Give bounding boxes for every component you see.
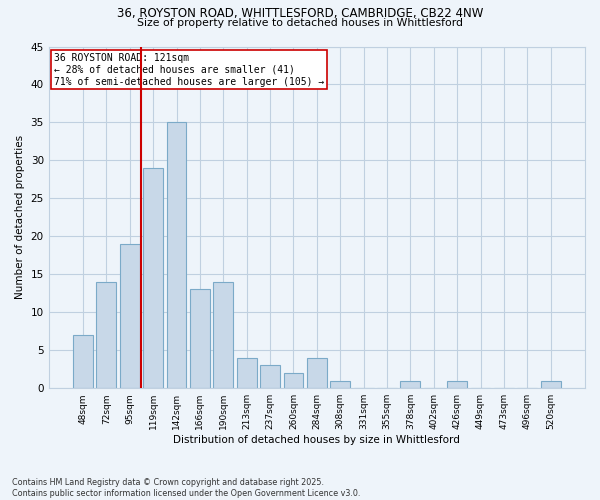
Bar: [400, 380, 421, 388]
Bar: [541, 380, 560, 388]
Bar: [330, 380, 350, 388]
Bar: [447, 380, 467, 388]
Bar: [214, 282, 233, 388]
Bar: [120, 244, 140, 388]
Text: Contains HM Land Registry data © Crown copyright and database right 2025.
Contai: Contains HM Land Registry data © Crown c…: [12, 478, 361, 498]
Bar: [167, 122, 187, 388]
X-axis label: Distribution of detached houses by size in Whittlesford: Distribution of detached houses by size …: [173, 435, 460, 445]
Bar: [284, 373, 304, 388]
Y-axis label: Number of detached properties: Number of detached properties: [15, 136, 25, 300]
Bar: [143, 168, 163, 388]
Bar: [237, 358, 257, 388]
Text: 36, ROYSTON ROAD, WHITTLESFORD, CAMBRIDGE, CB22 4NW: 36, ROYSTON ROAD, WHITTLESFORD, CAMBRIDG…: [117, 8, 483, 20]
Bar: [190, 290, 210, 388]
Text: Size of property relative to detached houses in Whittlesford: Size of property relative to detached ho…: [137, 18, 463, 28]
Bar: [307, 358, 327, 388]
Bar: [260, 366, 280, 388]
Bar: [73, 335, 93, 388]
Bar: [97, 282, 116, 388]
Text: 36 ROYSTON ROAD: 121sqm
← 28% of detached houses are smaller (41)
71% of semi-de: 36 ROYSTON ROAD: 121sqm ← 28% of detache…: [54, 54, 324, 86]
